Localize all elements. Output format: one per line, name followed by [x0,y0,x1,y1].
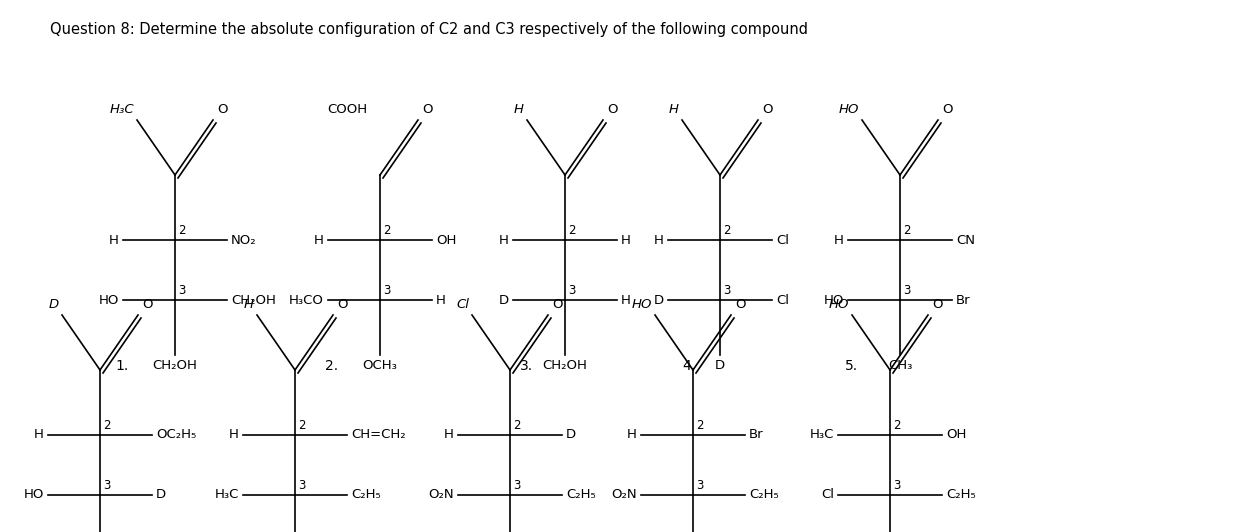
Text: Cl: Cl [456,298,469,311]
Text: O: O [337,298,348,311]
Text: H: H [314,234,324,246]
Text: H: H [835,234,845,246]
Text: Br: Br [749,428,764,442]
Text: NO₂: NO₂ [231,234,257,246]
Text: H: H [514,103,524,116]
Text: H: H [655,234,664,246]
Text: D: D [499,294,509,306]
Text: 3: 3 [298,479,306,492]
Text: OH: OH [946,428,966,442]
Text: C₂H₅: C₂H₅ [749,488,779,502]
Text: 3: 3 [723,284,730,297]
Text: 3: 3 [178,284,185,297]
Text: 2: 2 [903,224,910,237]
Text: 3: 3 [103,479,111,492]
Text: COOH: COOH [327,103,368,116]
Text: Br: Br [956,294,971,306]
Text: 2: 2 [298,419,306,432]
Text: H: H [34,428,43,442]
Text: H: H [436,294,446,306]
Text: H₃C: H₃C [109,103,134,116]
Text: 3: 3 [513,479,520,492]
Text: O: O [932,298,943,311]
Text: 2.: 2. [325,359,338,373]
Text: 3: 3 [893,479,900,492]
Text: 2: 2 [383,224,390,237]
Text: 5.: 5. [845,359,858,373]
Text: C₂H₅: C₂H₅ [566,488,596,502]
Text: Cl: Cl [776,234,789,246]
Text: O: O [422,103,432,116]
Text: D: D [156,488,166,502]
Text: 2: 2 [696,419,703,432]
Text: HO: HO [823,294,845,306]
Text: O: O [142,298,153,311]
Text: H: H [621,294,631,306]
Text: O: O [735,298,745,311]
Text: C₂H₅: C₂H₅ [946,488,976,502]
Text: Question 8: Determine the absolute configuration of C2 and C3 respectively of th: Question 8: Determine the absolute confi… [50,22,809,37]
Text: HO: HO [632,298,652,311]
Text: CH₃: CH₃ [888,359,912,372]
Text: Cl: Cl [776,294,789,306]
Text: 3: 3 [696,479,703,492]
Text: HO: HO [838,103,859,116]
Text: 3: 3 [383,284,390,297]
Text: D: D [48,298,60,311]
Text: H: H [627,428,637,442]
Text: HO: HO [828,298,850,311]
Text: D: D [653,294,664,306]
Text: CN: CN [956,234,975,246]
Text: O: O [941,103,953,116]
Text: H: H [499,234,509,246]
Text: H₃C: H₃C [810,428,833,442]
Text: H: H [109,234,119,246]
Text: HO: HO [24,488,43,502]
Text: O: O [763,103,773,116]
Text: D: D [715,359,725,372]
Text: HO: HO [98,294,119,306]
Text: O: O [551,298,563,311]
Text: CH₂OH: CH₂OH [153,359,197,372]
Text: 2: 2 [178,224,185,237]
Text: H: H [621,234,631,246]
Text: H: H [229,428,238,442]
Text: 4.: 4. [682,359,696,373]
Text: OCH₃: OCH₃ [363,359,397,372]
Text: 2: 2 [893,419,900,432]
Text: 2: 2 [513,419,520,432]
Text: O₂N: O₂N [611,488,637,502]
Text: 2: 2 [103,419,111,432]
Text: D: D [566,428,576,442]
Text: O: O [607,103,617,116]
Text: CH=CH₂: CH=CH₂ [351,428,406,442]
Text: H: H [243,298,255,311]
Text: 3: 3 [568,284,575,297]
Text: 2: 2 [723,224,730,237]
Text: 3: 3 [903,284,910,297]
Text: H: H [669,103,679,116]
Text: OC₂H₅: OC₂H₅ [156,428,196,442]
Text: CH₂OH: CH₂OH [231,294,276,306]
Text: CH₂OH: CH₂OH [543,359,587,372]
Text: 1.: 1. [116,359,128,373]
Text: 3.: 3. [520,359,533,373]
Text: H₃C: H₃C [215,488,238,502]
Text: H: H [445,428,455,442]
Text: O: O [217,103,227,116]
Text: 2: 2 [568,224,575,237]
Text: Cl: Cl [821,488,833,502]
Text: H₃CO: H₃CO [289,294,324,306]
Text: O₂N: O₂N [428,488,455,502]
Text: C₂H₅: C₂H₅ [351,488,381,502]
Text: OH: OH [436,234,456,246]
